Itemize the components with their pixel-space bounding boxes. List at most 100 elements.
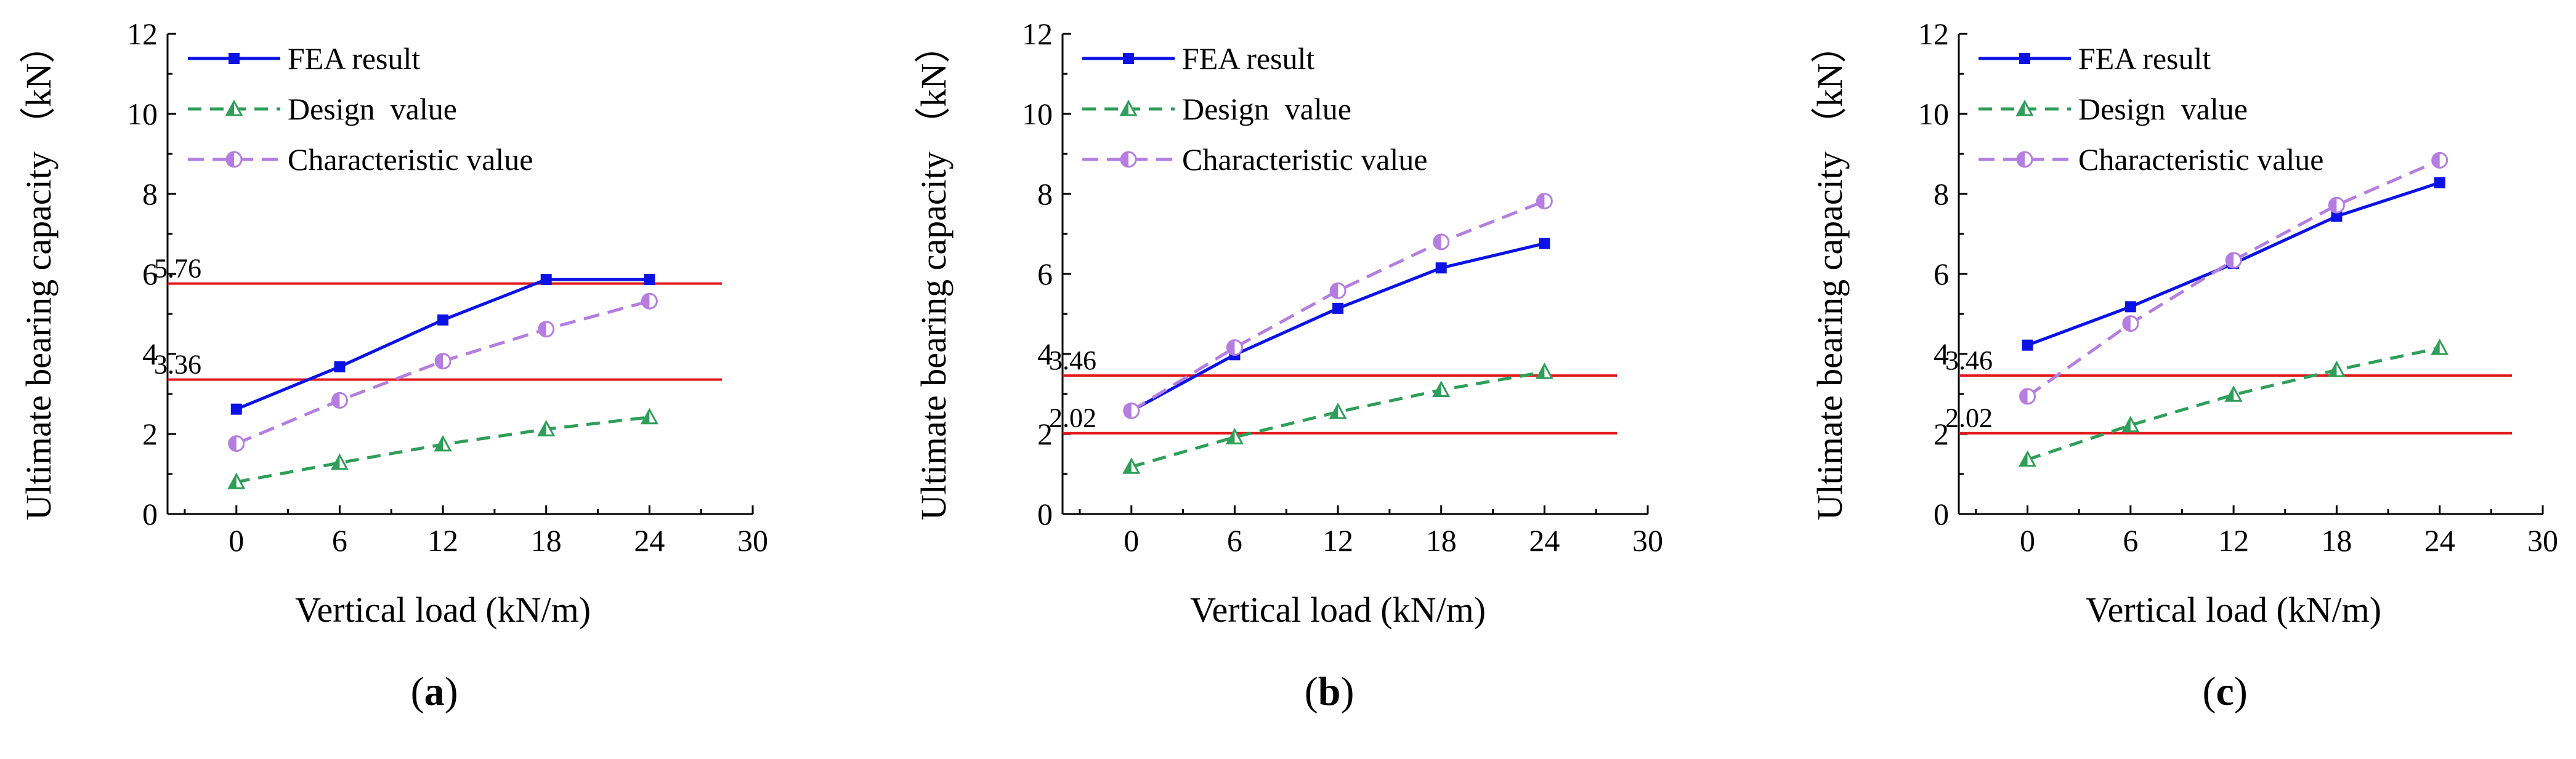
legend-label-characteristic: Characteristic value bbox=[288, 142, 533, 177]
y-axis-label: Ultimate bearing capacity （kN） bbox=[1810, 28, 1850, 520]
x-axis-label: Vertical load (kN/m) bbox=[1190, 590, 1486, 630]
data-point-design bbox=[2327, 360, 2346, 377]
x-tick-label: 30 bbox=[737, 523, 768, 558]
legend-marker-design bbox=[225, 99, 243, 116]
data-point-design bbox=[227, 472, 246, 489]
y-tick-label: 4 bbox=[142, 337, 158, 371]
panel-label: (b) bbox=[1305, 669, 1355, 714]
x-tick-label: 12 bbox=[427, 523, 458, 558]
data-point-design bbox=[2019, 450, 2037, 467]
data-point-fea bbox=[2434, 177, 2445, 188]
x-tick-label: 0 bbox=[2020, 523, 2035, 558]
data-point-characteristic bbox=[1329, 282, 1347, 299]
x-tick-label: 6 bbox=[1227, 523, 1242, 558]
data-point-design bbox=[434, 435, 452, 452]
data-point-characteristic bbox=[331, 392, 348, 409]
y-tick-label: 12 bbox=[1918, 17, 1949, 51]
legend-label-fea: FEA result bbox=[1182, 41, 1314, 76]
panel-label: (c) bbox=[2203, 669, 2248, 714]
y-tick-label: 4 bbox=[1934, 337, 1949, 371]
x-tick-label: 30 bbox=[1632, 523, 1663, 558]
legend-label-fea: FEA result bbox=[2078, 41, 2211, 76]
data-point-fea bbox=[2331, 211, 2343, 222]
data-point-characteristic bbox=[2225, 252, 2242, 269]
y-axis-label: Ultimate bearing capacity （kN） bbox=[18, 28, 59, 520]
x-axis-label: Vertical load (kN/m) bbox=[2086, 590, 2381, 630]
x-tick-label: 12 bbox=[1322, 523, 1353, 558]
y-tick-label: 12 bbox=[127, 17, 158, 51]
data-point-fea bbox=[1332, 302, 1344, 314]
y-tick-label: 8 bbox=[142, 177, 158, 211]
y-tick-label: 8 bbox=[1934, 177, 1949, 211]
data-point-design bbox=[1329, 403, 1347, 419]
legend-marker-fea bbox=[1123, 53, 1134, 64]
series-line-fea bbox=[235, 278, 650, 411]
data-point-characteristic bbox=[1433, 233, 1450, 251]
series-characteristic bbox=[1123, 193, 1553, 419]
y-tick-label: 8 bbox=[1037, 177, 1053, 211]
legend-marker-design bbox=[2015, 99, 2034, 116]
data-point-characteristic bbox=[2122, 315, 2139, 332]
x-tick-label: 12 bbox=[2218, 523, 2249, 558]
legend: FEA result Design value Characteristic val… bbox=[1082, 41, 1427, 177]
data-point-design bbox=[2224, 385, 2243, 402]
reference-label: 3.46 bbox=[1945, 345, 1993, 375]
data-point-design bbox=[1432, 380, 1451, 397]
y-tick-label: 2 bbox=[1037, 417, 1053, 451]
y-axis-label: Ultimate bearing capacity （kN） bbox=[913, 28, 954, 520]
legend-marker-design bbox=[1119, 99, 1138, 116]
data-point-characteristic bbox=[538, 321, 555, 338]
data-point-characteristic bbox=[2019, 388, 2036, 405]
legend-marker-characteristic bbox=[225, 151, 243, 168]
data-point-design bbox=[2431, 339, 2449, 355]
y-tick-label: 10 bbox=[127, 97, 158, 131]
series-fea bbox=[1125, 238, 1550, 417]
legend-marker-characteristic bbox=[2016, 151, 2033, 168]
y-tick-label: 12 bbox=[1022, 17, 1053, 51]
reference-label: 5.76 bbox=[154, 254, 201, 284]
series-design bbox=[1122, 363, 1553, 474]
reference-label: 2.02 bbox=[1049, 403, 1096, 433]
series-line-characteristic bbox=[1130, 199, 1545, 412]
y-tick-label: 0 bbox=[142, 497, 158, 531]
x-tick-label: 6 bbox=[2123, 523, 2138, 558]
y-tick-label: 6 bbox=[1037, 257, 1053, 291]
series-design bbox=[2019, 339, 2449, 467]
legend-label-fea: FEA result bbox=[288, 41, 420, 76]
legend-marker-fea bbox=[229, 53, 240, 64]
series-characteristic bbox=[2019, 151, 2448, 405]
x-tick-label: 18 bbox=[531, 523, 562, 558]
legend-label-design: Design value bbox=[1182, 92, 1351, 126]
panel-label: (a) bbox=[411, 669, 458, 714]
data-point-fea bbox=[2022, 339, 2033, 351]
data-point-design bbox=[1122, 457, 1141, 474]
data-point-design bbox=[537, 420, 556, 436]
legend: FEA result Design value Characteristic val… bbox=[1979, 41, 2323, 177]
series-line-design bbox=[1131, 370, 1545, 468]
y-tick-label: 10 bbox=[1918, 97, 1949, 131]
x-tick-label: 18 bbox=[1426, 523, 1457, 558]
legend-marker-fea bbox=[2019, 53, 2030, 64]
data-point-characteristic bbox=[1536, 193, 1553, 210]
y-tick-label: 2 bbox=[142, 417, 158, 451]
data-point-characteristic bbox=[1226, 339, 1243, 356]
series-line-fea bbox=[1130, 242, 1545, 412]
series-characteristic bbox=[228, 292, 658, 452]
data-point-characteristic bbox=[2328, 196, 2345, 214]
data-point-characteristic bbox=[2431, 151, 2448, 169]
x-tick-label: 24 bbox=[634, 523, 665, 558]
data-point-fea bbox=[540, 274, 552, 286]
x-axis-label: Vertical load (kN/m) bbox=[295, 590, 591, 630]
x-tick-label: 24 bbox=[1529, 523, 1560, 558]
series-fea bbox=[230, 274, 655, 415]
data-point-design bbox=[640, 408, 658, 425]
legend-label-characteristic: Characteristic value bbox=[1182, 142, 1427, 177]
legend-label-characteristic: Characteristic value bbox=[2078, 142, 2323, 177]
data-point-fea bbox=[2124, 301, 2136, 313]
series-design bbox=[227, 408, 658, 489]
data-point-fea bbox=[644, 274, 655, 286]
x-tick-label: 24 bbox=[2424, 523, 2455, 558]
y-tick-label: 6 bbox=[1934, 257, 1949, 291]
